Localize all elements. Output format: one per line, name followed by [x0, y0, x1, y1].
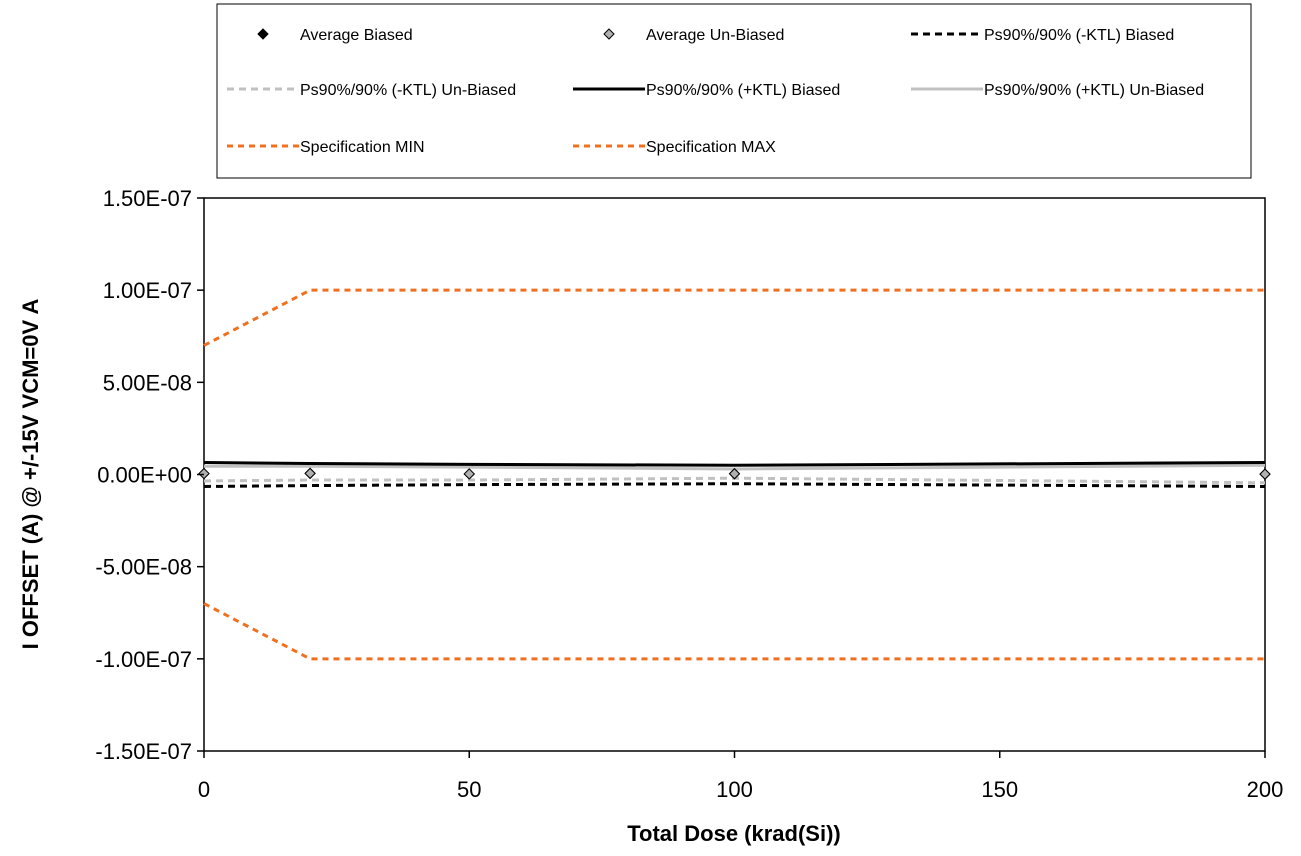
legend: Average Biased Average Un-Biased Ps90%/90%…: [216, 3, 1252, 179]
legend-label-average-un-biased: Average Un-Biased: [646, 27, 784, 44]
y-tick-label: 1.50E-07: [103, 186, 192, 211]
legend-frame: [216, 3, 1252, 179]
series-average-un-biased-point: [463, 468, 475, 480]
legend-item-ps90-90-ktl-un-biased: Ps90%/90% (-KTL) Un-Biased: [227, 82, 516, 99]
legend-item-average-un-biased: Average Un-Biased: [603, 27, 784, 44]
legend-label-ps90-90-ktl-un-biased: Ps90%/90% (+KTL) Un-Biased: [984, 82, 1204, 99]
legend-item-ps90-90-ktl-biased: Ps90%/90% (-KTL) Biased: [911, 27, 1174, 44]
y-tick-label: -1.00E-07: [95, 647, 192, 672]
x-axis-title: Total Dose (krad(Si)): [627, 821, 841, 846]
legend-swatch-average-un-biased: [603, 28, 615, 40]
y-tick-label: 0.00E+00: [97, 463, 192, 488]
x-tick-label: 0: [198, 777, 210, 802]
legend-item-specification-max: Specification MAX: [573, 139, 776, 156]
series-average-un-biased-point: [728, 468, 741, 480]
x-tick-label: 100: [716, 777, 753, 802]
series-ps90-90-ktl-un-biased-line: [204, 463, 1266, 471]
legend-label-ps90-90-ktl-biased: Ps90%/90% (-KTL) Biased: [984, 27, 1174, 44]
legend-item-ps90-90-ktl-un-biased: Ps90%/90% (+KTL) Un-Biased: [911, 82, 1204, 99]
legend-label-ps90-90-ktl-biased: Ps90%/90% (+KTL) Biased: [646, 82, 840, 99]
y-tick-label: 1.00E-07: [103, 278, 192, 303]
y-tick-label: -1.50E-07: [95, 739, 192, 764]
legend-label-specification-max: Specification MAX: [646, 139, 776, 156]
series-layer: [198, 288, 1271, 661]
series-specification-max-line: [203, 288, 1265, 347]
y-axis: 1.50E-07 1.00E-07 5.00E-08 0.00E+00 -5.00E-0…: [95, 186, 204, 764]
y-axis-title: I OFFSET (A) @ +/-15V VCM=0V A: [18, 299, 43, 650]
x-tick-label: 150: [981, 777, 1018, 802]
y-tick-label: 5.00E-08: [103, 370, 192, 395]
legend-label-specification-min: Specification MIN: [300, 139, 425, 156]
series-average-un-biased-point: [304, 467, 316, 480]
legend-item-ps90-90-ktl-biased: Ps90%/90% (+KTL) Biased: [573, 82, 840, 99]
x-tick-label: 200: [1247, 777, 1284, 802]
x-tick-label: 50: [457, 777, 481, 802]
legend-item-specification-min: Specification MIN: [227, 139, 425, 156]
y-tick-label: -5.00E-08: [95, 555, 192, 580]
legend-label-ps90-90-ktl-un-biased: Ps90%/90% (-KTL) Un-Biased: [300, 82, 516, 99]
x-axis: 0 50 100 150 200: [198, 751, 1283, 802]
legend-item-average-biased: Average Biased: [257, 27, 413, 44]
legend-swatch-average-biased: [257, 28, 269, 40]
series-average-un-biased-point: [1259, 468, 1271, 480]
series-average-un-biased-point: [198, 467, 210, 480]
series-specification-min-line: [203, 602, 1265, 661]
legend-label-average-biased: Average Biased: [300, 27, 413, 44]
series-ps90-90-ktl-biased-line: [203, 461, 1266, 467]
series-ps90-90-ktl-un-biased-line: [203, 476, 1266, 485]
series-ps90-90-ktl-biased-line: [203, 482, 1266, 488]
